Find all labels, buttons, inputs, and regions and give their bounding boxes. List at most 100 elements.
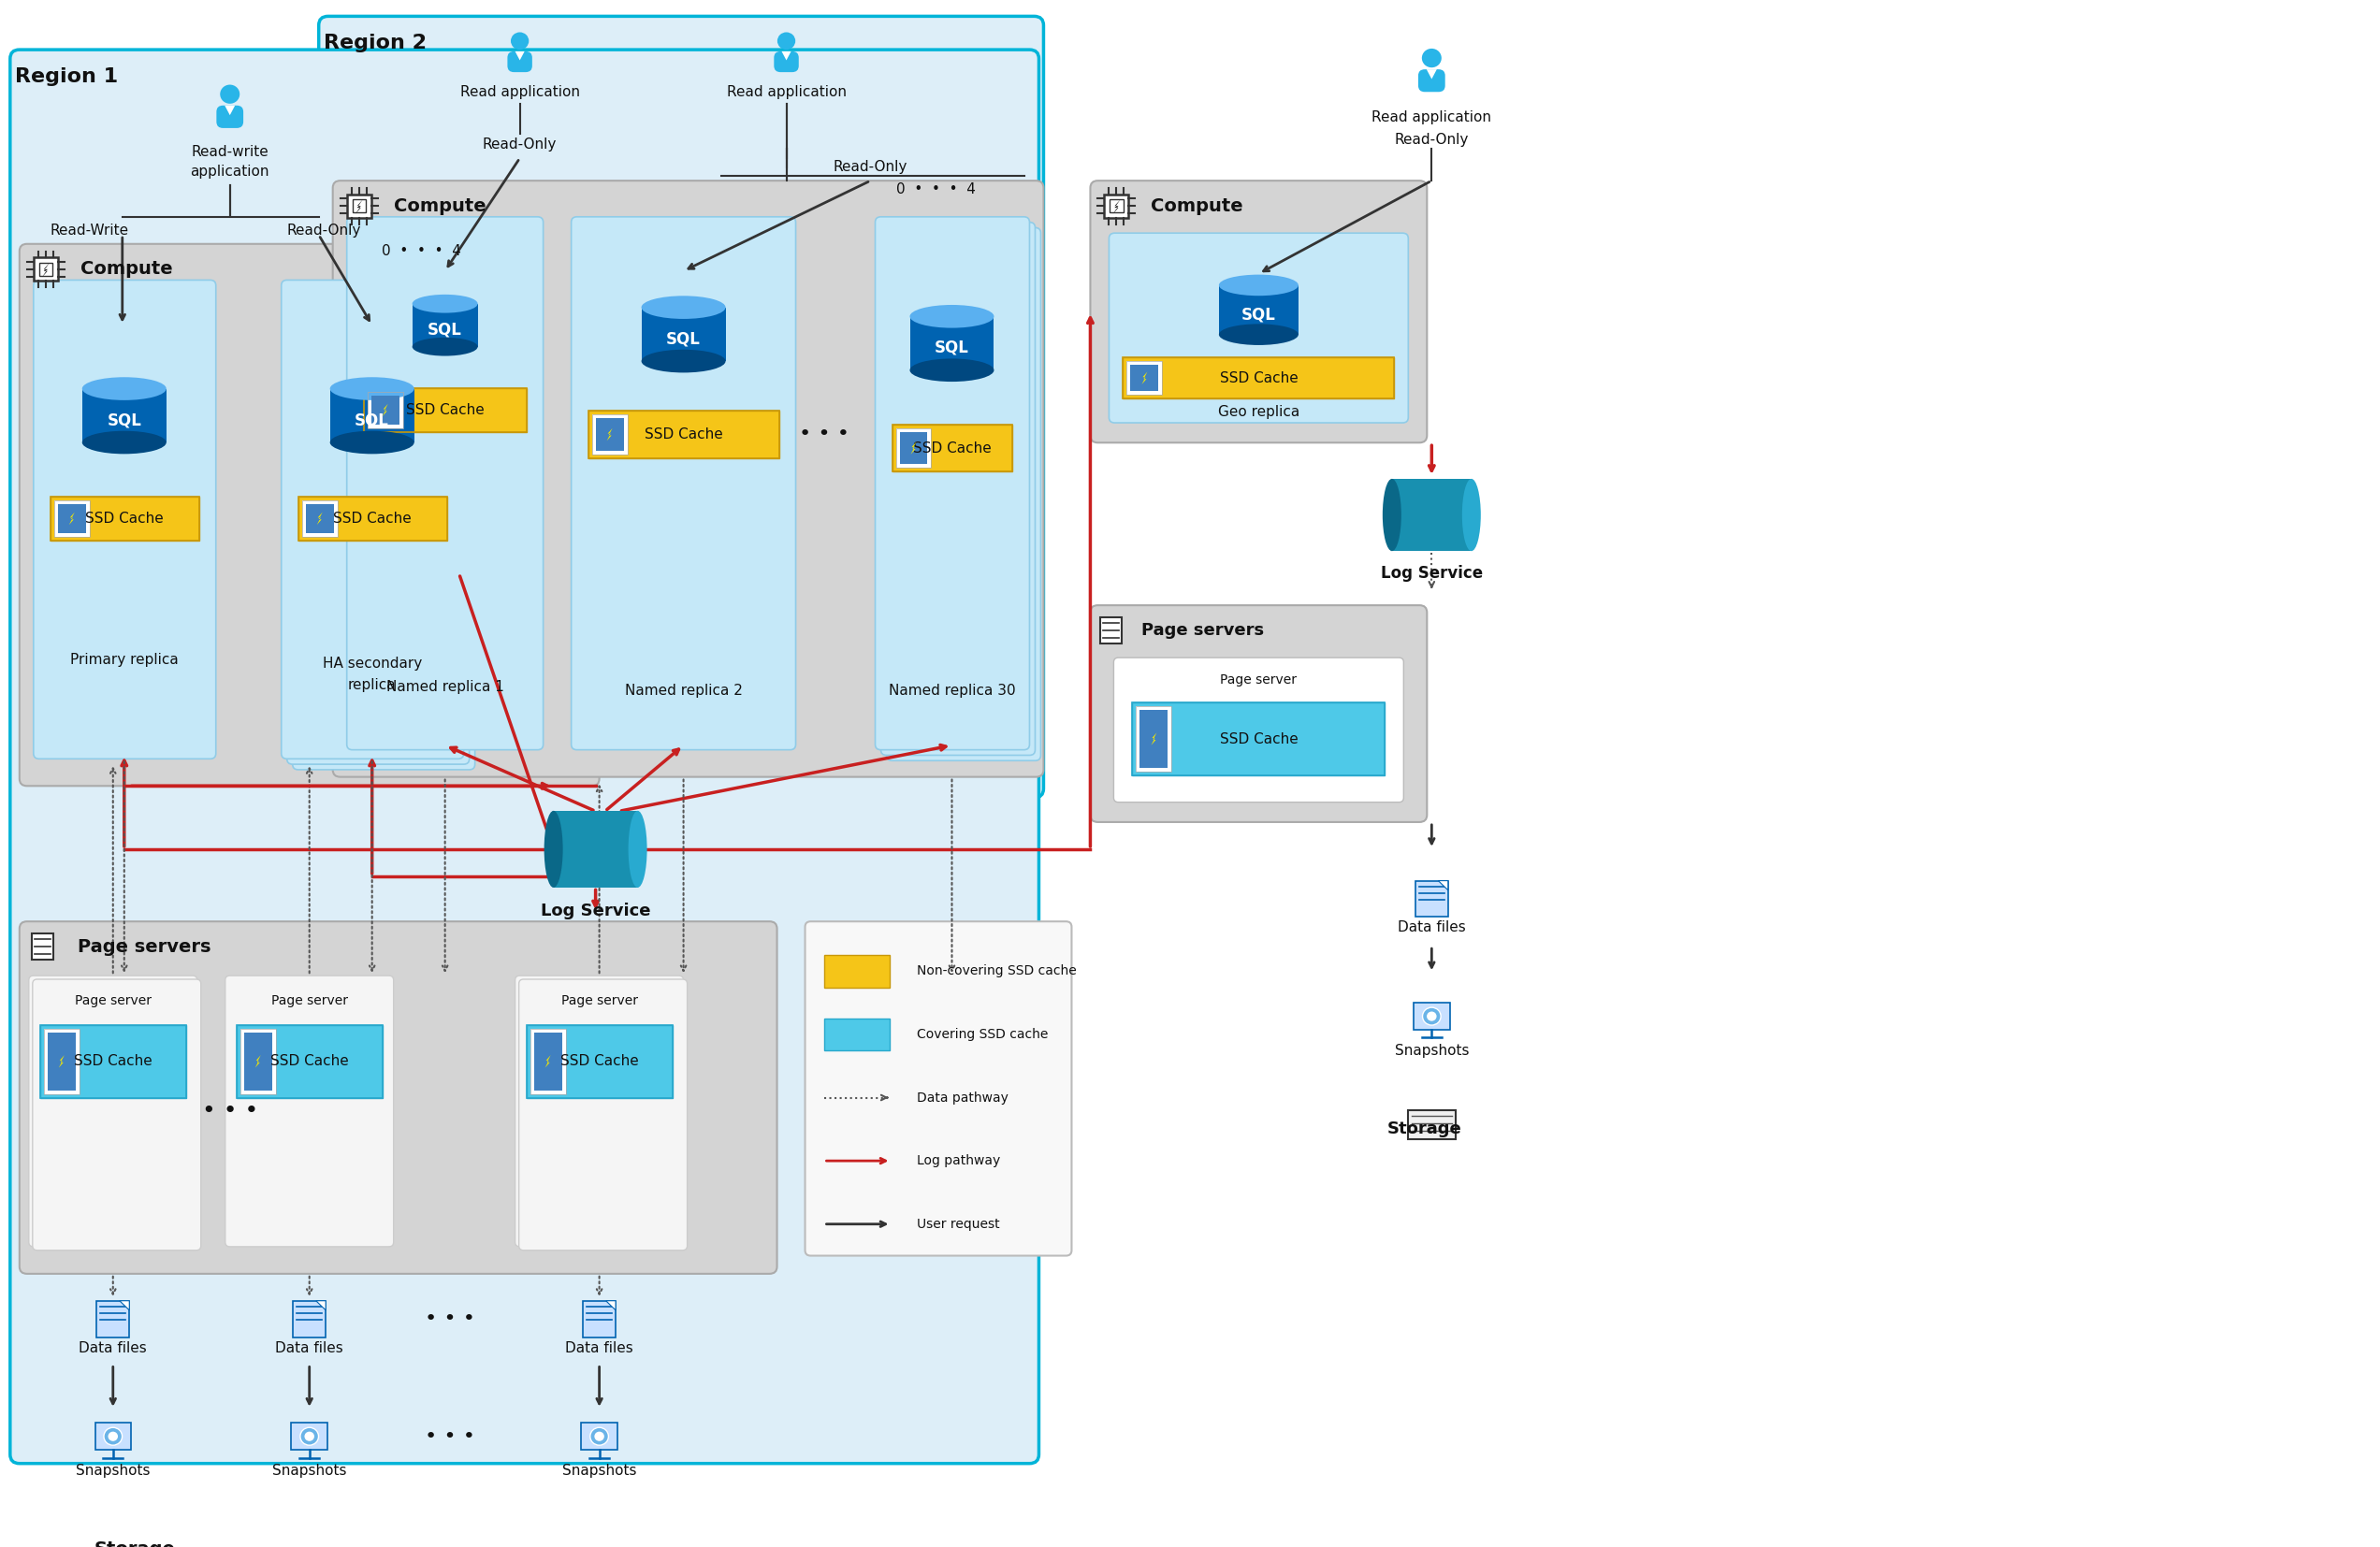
Text: SQL: SQL: [355, 412, 390, 429]
Bar: [583, 1301, 616, 1337]
Bar: [1126, 362, 1161, 394]
Bar: [38, 263, 52, 275]
Bar: [33, 257, 57, 282]
Bar: [593, 415, 628, 455]
Circle shape: [1423, 1007, 1440, 1026]
Bar: [595, 418, 624, 450]
Text: Read-Write: Read-Write: [50, 223, 129, 237]
FancyBboxPatch shape: [507, 51, 533, 73]
Circle shape: [1426, 1012, 1438, 1021]
Bar: [526, 1026, 671, 1098]
Ellipse shape: [1461, 478, 1480, 551]
Bar: [1133, 702, 1385, 775]
Ellipse shape: [628, 811, 647, 888]
Polygon shape: [119, 1301, 129, 1310]
Text: Log Service: Log Service: [540, 902, 650, 919]
FancyBboxPatch shape: [774, 51, 800, 73]
Bar: [531, 1029, 566, 1094]
Text: Geo replica: Geo replica: [1219, 405, 1299, 419]
Bar: [347, 195, 371, 218]
Bar: [367, 391, 402, 429]
Bar: [367, 391, 402, 429]
Text: Snapshots: Snapshots: [1395, 1044, 1468, 1058]
Polygon shape: [43, 263, 50, 277]
Circle shape: [305, 1431, 314, 1442]
Text: Named replica 1: Named replica 1: [386, 679, 505, 693]
Text: application: application: [190, 164, 269, 178]
Text: Read-Only: Read-Only: [1395, 133, 1468, 147]
Text: Primary replica: Primary replica: [69, 653, 178, 667]
FancyBboxPatch shape: [881, 223, 1035, 755]
Text: Page servers: Page servers: [1142, 622, 1264, 639]
FancyBboxPatch shape: [19, 922, 776, 1273]
Text: SSD Cache: SSD Cache: [559, 1055, 638, 1069]
Bar: [50, 497, 200, 540]
Bar: [331, 388, 414, 442]
Bar: [555, 811, 638, 888]
Ellipse shape: [83, 432, 167, 453]
Text: SQL: SQL: [1242, 306, 1276, 323]
Bar: [55, 501, 90, 537]
Bar: [240, 1029, 276, 1094]
FancyBboxPatch shape: [319, 17, 1042, 798]
Text: SSD Cache: SSD Cache: [407, 404, 483, 418]
FancyBboxPatch shape: [29, 976, 198, 1247]
Text: Page server: Page server: [1221, 673, 1297, 687]
Text: SSD Cache: SSD Cache: [74, 1055, 152, 1069]
Bar: [243, 1032, 271, 1091]
Bar: [55, 501, 90, 537]
Polygon shape: [1114, 200, 1121, 213]
Ellipse shape: [545, 811, 562, 888]
Polygon shape: [317, 512, 321, 524]
Bar: [1123, 357, 1395, 399]
Text: Log Service: Log Service: [1380, 565, 1483, 582]
FancyBboxPatch shape: [885, 227, 1040, 761]
Bar: [43, 1029, 79, 1094]
FancyBboxPatch shape: [571, 217, 795, 750]
Bar: [364, 388, 526, 432]
FancyBboxPatch shape: [1090, 605, 1428, 821]
FancyBboxPatch shape: [19, 244, 600, 786]
FancyBboxPatch shape: [804, 922, 1071, 1256]
Ellipse shape: [331, 377, 414, 401]
Text: 0  •  •  •  4: 0 • • • 4: [381, 244, 462, 258]
FancyBboxPatch shape: [288, 286, 469, 764]
Text: SSD Cache: SSD Cache: [271, 1055, 347, 1069]
Text: Page servers: Page servers: [79, 937, 212, 956]
Text: Read application: Read application: [1371, 110, 1492, 124]
Text: replica: replica: [347, 678, 395, 692]
Polygon shape: [355, 200, 362, 213]
FancyBboxPatch shape: [293, 291, 476, 770]
FancyBboxPatch shape: [217, 105, 243, 128]
Bar: [1392, 478, 1471, 551]
Text: SQL: SQL: [935, 339, 969, 356]
Bar: [526, 1026, 671, 1098]
Bar: [240, 1029, 276, 1094]
Bar: [895, 429, 931, 467]
Text: Named replica 30: Named replica 30: [888, 684, 1016, 698]
FancyBboxPatch shape: [1418, 70, 1445, 91]
Bar: [892, 424, 1012, 472]
Ellipse shape: [1383, 478, 1402, 551]
Bar: [1126, 362, 1161, 394]
Bar: [236, 1026, 383, 1098]
Bar: [236, 1026, 383, 1098]
Text: Read-write: Read-write: [190, 145, 269, 159]
Bar: [40, 1026, 186, 1098]
Ellipse shape: [83, 377, 167, 401]
Polygon shape: [1142, 371, 1147, 384]
Text: Storage: Storage: [1388, 1122, 1461, 1137]
Circle shape: [1421, 48, 1442, 68]
Bar: [412, 303, 478, 347]
Polygon shape: [317, 1301, 326, 1310]
Text: SSD Cache: SSD Cache: [333, 512, 412, 526]
Bar: [1133, 702, 1385, 775]
Polygon shape: [781, 51, 790, 60]
Bar: [909, 317, 995, 370]
Ellipse shape: [1219, 275, 1299, 295]
Ellipse shape: [412, 294, 478, 312]
Polygon shape: [514, 51, 524, 60]
FancyBboxPatch shape: [1090, 181, 1428, 442]
Polygon shape: [912, 442, 916, 455]
Text: Data files: Data files: [79, 1341, 148, 1355]
